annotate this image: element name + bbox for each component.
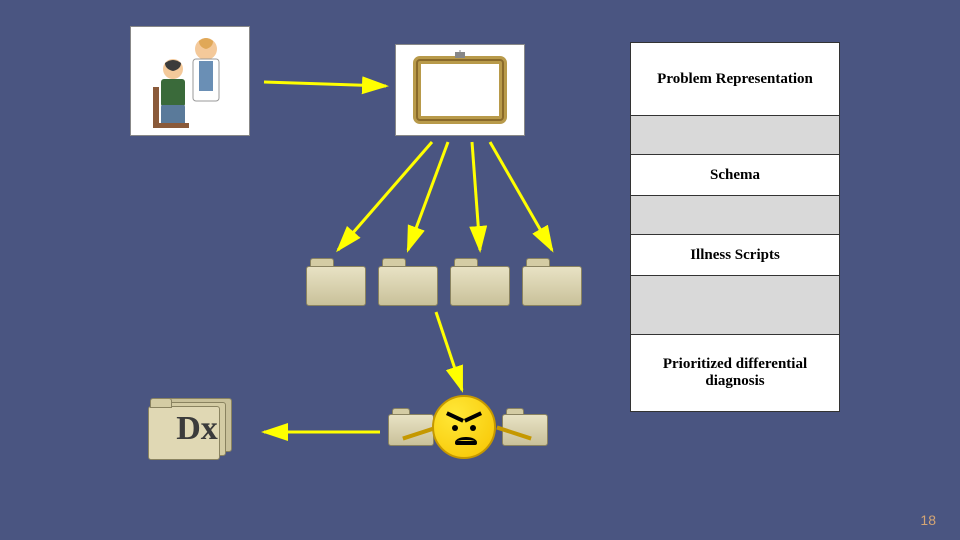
folder-icon	[306, 258, 366, 306]
label-spacer	[630, 196, 840, 234]
label-problem-representation: Problem Representation	[630, 42, 840, 116]
dx-label: Dx	[142, 410, 252, 448]
folder-icon	[450, 258, 510, 306]
label-spacer	[630, 116, 840, 154]
doctor-patient-image	[130, 26, 250, 136]
dx-folder: Dx	[142, 390, 252, 468]
folder-icon	[522, 258, 582, 306]
picture-frame-image	[395, 44, 525, 136]
smiley-compare-icon	[432, 395, 502, 465]
label-spacer	[630, 276, 840, 334]
page-number: 18	[920, 512, 936, 528]
label-differential-diagnosis: Prioritized differential diagnosis	[630, 334, 840, 412]
folder-icon	[388, 408, 434, 446]
labels-column: Problem Representation Schema Illness Sc…	[630, 42, 840, 412]
label-schema: Schema	[630, 154, 840, 196]
label-illness-scripts: Illness Scripts	[630, 234, 840, 276]
folder-icon	[378, 258, 438, 306]
folder-icon	[502, 408, 548, 446]
